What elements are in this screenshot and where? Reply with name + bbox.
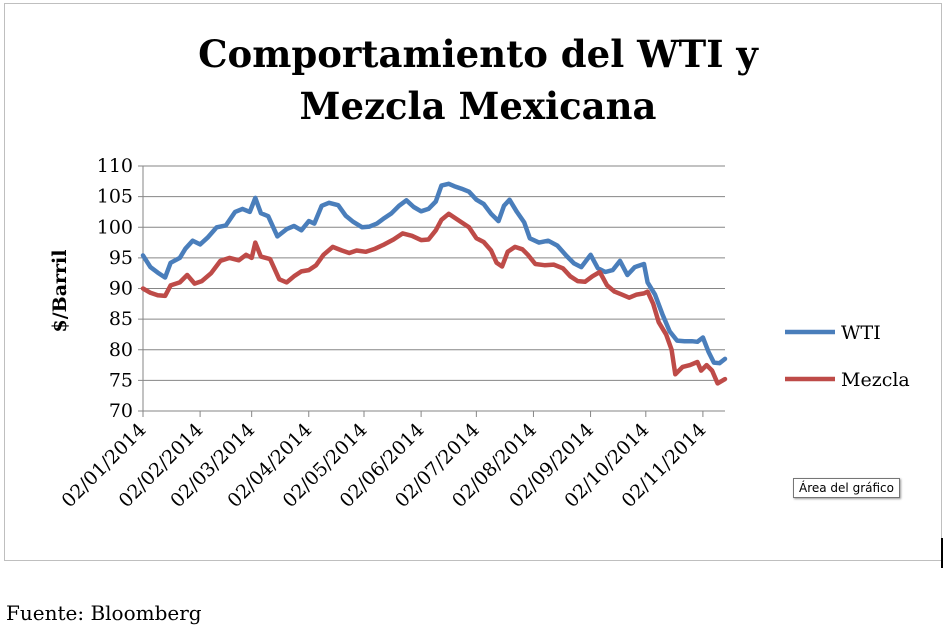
legend: WTI Mezcla (785, 322, 910, 391)
y-axis-label: $/Barril (49, 250, 71, 333)
chart-title-line-1: Comportamiento del WTI y (198, 32, 759, 76)
gridlines (143, 165, 725, 381)
x-tick-labels: 02/01/201402/02/201402/03/201402/04/2014… (58, 419, 711, 512)
y-tick-labels: 70 75 80 85 90 95 100 105 110 (97, 155, 133, 422)
chart-area-tooltip: Área del gráfico (793, 478, 900, 498)
y-tick-label: 80 (109, 339, 133, 361)
y-tick-label: 105 (97, 186, 133, 208)
legend-label-wti: WTI (841, 322, 881, 344)
data-series (140, 181, 728, 386)
source-note: Fuente: Bloomberg (6, 601, 202, 625)
legend-label-mezcla: Mezcla (841, 369, 910, 391)
chart-title-line-2: Mezcla Mexicana (300, 84, 657, 128)
y-tick-label: 70 (109, 400, 133, 422)
y-tick-label: 85 (109, 308, 133, 330)
line-chart: Comportamiento del WTI y Mezcla Mexicana… (49, 32, 910, 512)
chart-area[interactable]: Comportamiento del WTI y Mezcla Mexicana… (4, 3, 942, 561)
text-cursor (941, 538, 943, 568)
series-line-wti (140, 181, 728, 366)
y-tick-label: 75 (109, 369, 133, 391)
series-line-mezcla (140, 211, 728, 386)
y-tick-label: 100 (97, 216, 133, 238)
y-tick-label: 95 (109, 247, 133, 269)
y-tick-label: 90 (109, 278, 133, 300)
y-tick-label: 110 (97, 155, 133, 177)
